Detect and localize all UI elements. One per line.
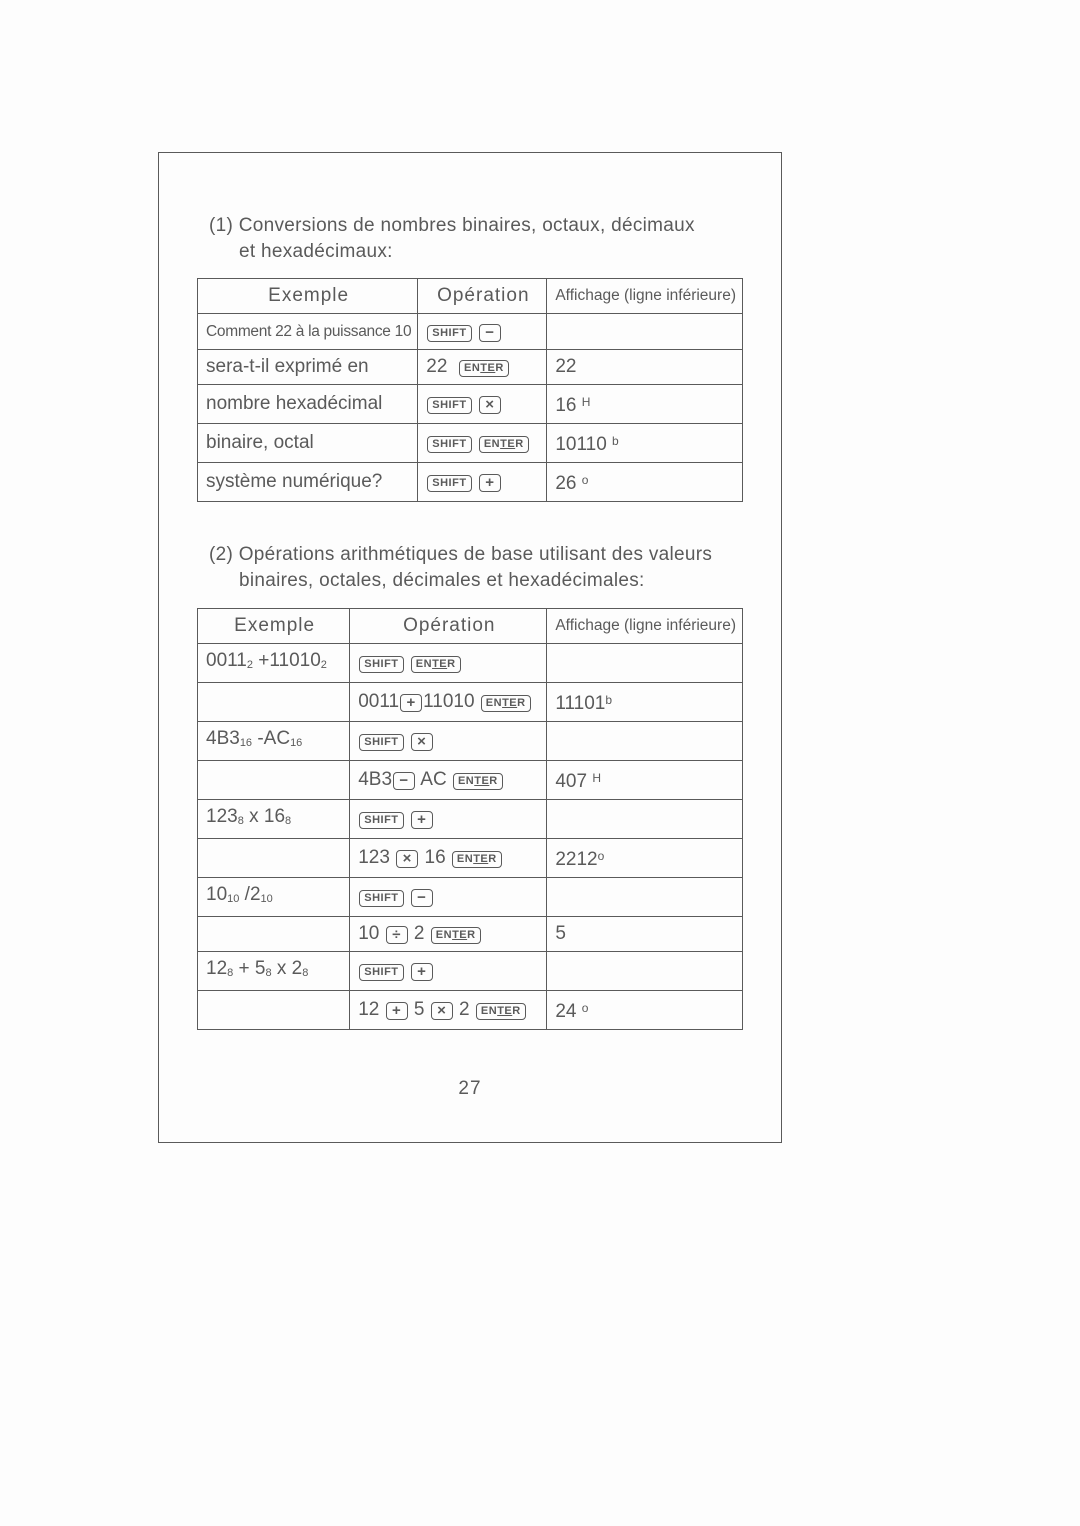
cell-operation: 22 ENTER bbox=[418, 350, 547, 385]
cell-affichage bbox=[547, 951, 743, 990]
cell-operation: 123 × 16 ENTER bbox=[350, 838, 547, 877]
page: (1) Conversions de nombres binaires, oct… bbox=[0, 0, 1080, 1526]
th-exemple: Exemple bbox=[198, 608, 350, 643]
table-row: 1238 x 168SHIFT + bbox=[198, 799, 743, 838]
cell-exemple bbox=[198, 990, 350, 1029]
table-header-row: Exemple Opération Affichage (ligne infér… bbox=[198, 608, 743, 643]
section2-table: Exemple Opération Affichage (ligne infér… bbox=[197, 608, 743, 1030]
th-affichage: Affichage (ligne inférieure) bbox=[547, 279, 743, 314]
cell-exemple: nombre hexadécimal bbox=[198, 385, 418, 424]
cell-exemple bbox=[198, 760, 350, 799]
cell-exemple: 1010 /210 bbox=[198, 877, 350, 916]
cell-affichage bbox=[547, 314, 743, 350]
cell-operation: SHIFT × bbox=[350, 721, 547, 760]
cell-operation: 10 ÷ 2 ENTER bbox=[350, 916, 547, 951]
cell-exemple bbox=[198, 682, 350, 721]
cell-exemple bbox=[198, 838, 350, 877]
cell-exemple: binaire, octal bbox=[198, 424, 418, 463]
table-row: 12 + 5 × 2 ENTER24 o bbox=[198, 990, 743, 1029]
cell-operation: 0011+11010 ENTER bbox=[350, 682, 547, 721]
table-row: 1010 /210SHIFT − bbox=[198, 877, 743, 916]
cell-affichage: 22 bbox=[547, 350, 743, 385]
th-exemple: Exemple bbox=[198, 279, 418, 314]
cell-affichage bbox=[547, 799, 743, 838]
table-row: Comment 22 à la puissance 10SHIFT − bbox=[198, 314, 743, 350]
table-row: binaire, octalSHIFT ENTER10110 b bbox=[198, 424, 743, 463]
cell-operation: SHIFT + bbox=[350, 799, 547, 838]
table-row: nombre hexadécimalSHIFT ×16 H bbox=[198, 385, 743, 424]
th-operation: Opération bbox=[350, 608, 547, 643]
cell-exemple: 00112 +110102 bbox=[198, 643, 350, 682]
cell-operation: SHIFT + bbox=[350, 951, 547, 990]
cell-affichage bbox=[547, 643, 743, 682]
section1-title-line1: (1) Conversions de nombres binaires, oct… bbox=[209, 215, 695, 236]
cell-operation: SHIFT ENTER bbox=[418, 424, 547, 463]
cell-operation: SHIFT + bbox=[418, 463, 547, 502]
page-frame: (1) Conversions de nombres binaires, oct… bbox=[158, 152, 782, 1143]
cell-exemple: 1238 x 168 bbox=[198, 799, 350, 838]
cell-exemple: système numérique? bbox=[198, 463, 418, 502]
page-number: 27 bbox=[159, 1078, 781, 1100]
table-row: 123 × 16 ENTER2212o bbox=[198, 838, 743, 877]
cell-affichage bbox=[547, 877, 743, 916]
section1-tbody: Comment 22 à la puissance 10SHIFT −sera-… bbox=[198, 314, 743, 502]
section2-title-line1: (2) Opérations arithmétiques de base uti… bbox=[209, 544, 712, 565]
cell-affichage bbox=[547, 721, 743, 760]
cell-affichage: 11101b bbox=[547, 682, 743, 721]
cell-affichage: 5 bbox=[547, 916, 743, 951]
section2-title-line2: binaires, octales, décimales et hexadéci… bbox=[209, 568, 743, 594]
table-row: 00112 +110102SHIFT ENTER bbox=[198, 643, 743, 682]
table-row: 4B316 -AC16SHIFT × bbox=[198, 721, 743, 760]
th-operation: Opération bbox=[418, 279, 547, 314]
cell-affichage: 2212o bbox=[547, 838, 743, 877]
cell-operation: SHIFT − bbox=[418, 314, 547, 350]
cell-operation: 12 + 5 × 2 ENTER bbox=[350, 990, 547, 1029]
cell-operation: SHIFT ENTER bbox=[350, 643, 547, 682]
section1-table: Exemple Opération Affichage (ligne infér… bbox=[197, 278, 743, 502]
cell-operation: SHIFT × bbox=[418, 385, 547, 424]
section2-tbody: 00112 +110102SHIFT ENTER0011+11010 ENTER… bbox=[198, 643, 743, 1029]
cell-affichage: 407 H bbox=[547, 760, 743, 799]
section2-title: (2) Opérations arithmétiques de base uti… bbox=[197, 542, 743, 593]
table-row: sera-t-il exprimé en22 ENTER22 bbox=[198, 350, 743, 385]
table-row: 4B3− AC ENTER407 H bbox=[198, 760, 743, 799]
cell-exemple: sera-t-il exprimé en bbox=[198, 350, 418, 385]
section1-title-line2: et hexadécimaux: bbox=[209, 239, 743, 265]
th-affichage: Affichage (ligne inférieure) bbox=[547, 608, 743, 643]
cell-affichage: 24 o bbox=[547, 990, 743, 1029]
cell-exemple bbox=[198, 916, 350, 951]
section1-title: (1) Conversions de nombres binaires, oct… bbox=[197, 213, 743, 264]
table-row: 10 ÷ 2 ENTER5 bbox=[198, 916, 743, 951]
cell-exemple: Comment 22 à la puissance 10 bbox=[198, 314, 418, 350]
cell-exemple: 128 + 58 x 28 bbox=[198, 951, 350, 990]
table-row: 0011+11010 ENTER11101b bbox=[198, 682, 743, 721]
cell-operation: 4B3− AC ENTER bbox=[350, 760, 547, 799]
table-header-row: Exemple Opération Affichage (ligne infér… bbox=[198, 279, 743, 314]
cell-affichage: 26 o bbox=[547, 463, 743, 502]
table-row: système numérique?SHIFT +26 o bbox=[198, 463, 743, 502]
table-row: 128 + 58 x 28SHIFT + bbox=[198, 951, 743, 990]
cell-affichage: 10110 b bbox=[547, 424, 743, 463]
cell-exemple: 4B316 -AC16 bbox=[198, 721, 350, 760]
cell-operation: SHIFT − bbox=[350, 877, 547, 916]
cell-affichage: 16 H bbox=[547, 385, 743, 424]
